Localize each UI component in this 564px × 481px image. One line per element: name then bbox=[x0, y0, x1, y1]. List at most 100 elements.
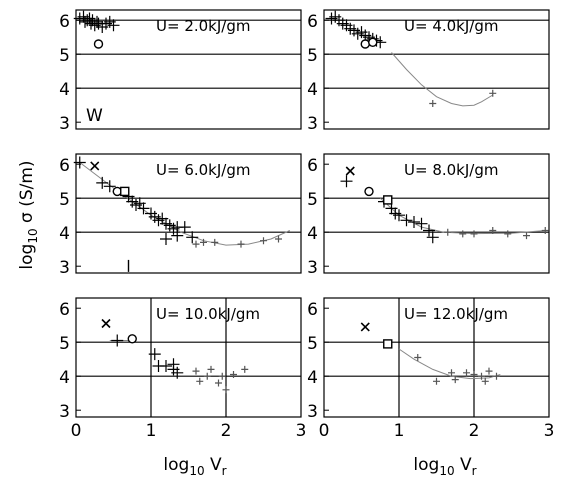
data-point-plus-large bbox=[103, 15, 116, 28]
data-point-plus-small bbox=[541, 227, 549, 234]
y-tick-label: 4 bbox=[59, 224, 70, 244]
data-point-plus-small bbox=[207, 365, 215, 373]
data-point-plus-large bbox=[148, 348, 161, 361]
y-tick-label: 5 bbox=[59, 190, 70, 210]
x-tick-label: 3 bbox=[296, 421, 307, 441]
y-tick-label: 6 bbox=[59, 300, 70, 320]
data-point-plus-large bbox=[426, 231, 439, 244]
panel-title: U= 8.0kJ/gm bbox=[404, 161, 498, 179]
y-tick-label: 3 bbox=[307, 258, 318, 278]
y-tick-label: 6 bbox=[59, 12, 70, 32]
data-point-plus-small bbox=[523, 232, 530, 240]
panel-title: U= 4.0kJ/gm bbox=[404, 17, 498, 35]
data-point-plus-small bbox=[463, 369, 470, 377]
panel-top-right: 3 4 5 6 U= 4.0kJ/gm bbox=[307, 9, 550, 134]
data-point-square bbox=[383, 195, 393, 205]
data-point-x bbox=[101, 318, 111, 329]
data-point-plus-large bbox=[91, 15, 103, 28]
data-point-plus-small bbox=[192, 240, 200, 248]
data-point-square bbox=[120, 186, 130, 197]
y-tick-label: 3 bbox=[59, 114, 70, 134]
panel-frame bbox=[323, 153, 550, 274]
panel-frame bbox=[75, 297, 302, 418]
panel-middle-left: 3 4 5 6 U= 6.0kJ/gm bbox=[59, 153, 302, 278]
data-point-plus-large bbox=[83, 12, 96, 25]
data-point-plus-small bbox=[215, 379, 222, 387]
data-point-square bbox=[383, 339, 393, 349]
data-point-plus-large bbox=[96, 176, 109, 189]
panel-title: U= 6.0kJ/gm bbox=[156, 161, 250, 179]
data-point-plus-small bbox=[241, 365, 249, 373]
data-point-plus-small bbox=[448, 369, 455, 377]
y-tick-label: 4 bbox=[307, 224, 318, 244]
y-tick-label: 3 bbox=[307, 402, 318, 422]
panel-title: U= 10.0kJ/gm bbox=[156, 305, 260, 323]
data-point-plus-large bbox=[167, 363, 180, 376]
data-point-circle bbox=[127, 334, 137, 344]
data-point-plus-small bbox=[481, 377, 489, 385]
data-point-circle bbox=[364, 186, 374, 197]
data-point-plus-large bbox=[423, 224, 435, 237]
fit-curve bbox=[391, 52, 494, 107]
data-point-plus-small bbox=[489, 227, 497, 234]
panel-frame bbox=[323, 9, 550, 130]
panel-middle-right: 3 4 5 6 U= 8.0kJ/gm bbox=[307, 153, 550, 278]
x-tick-label: 2 bbox=[221, 421, 232, 441]
data-point-plus-small bbox=[485, 367, 493, 375]
y-tick-label: 6 bbox=[307, 300, 318, 320]
x-tick-label: 2 bbox=[469, 421, 480, 441]
data-point-plus-large bbox=[111, 334, 124, 347]
data-point-plus-large bbox=[160, 360, 172, 372]
data-point-plus-small bbox=[203, 372, 211, 380]
data-point-plus-small bbox=[429, 100, 437, 107]
panel-bottom-left: 3 4 5 6 0 1 2 3 U= 10.0kJ/gm bbox=[59, 297, 307, 441]
data-point-plus-small bbox=[489, 89, 497, 97]
data-point-plus-large bbox=[393, 209, 405, 222]
panel-frame bbox=[323, 297, 550, 418]
fit-curve bbox=[398, 348, 501, 380]
y-tick-label: 3 bbox=[307, 114, 318, 134]
data-point-plus-large bbox=[160, 233, 172, 245]
y-tick-label: 4 bbox=[307, 80, 318, 100]
panel-bottom-right: 3 4 5 6 0 1 2 3 U= 12.0kJ/gm bbox=[307, 297, 555, 441]
data-point-plus-small bbox=[196, 377, 204, 385]
x-tick-label: 0 bbox=[71, 421, 82, 441]
data-point-plus-small bbox=[192, 367, 200, 375]
data-point-plus-small bbox=[414, 354, 422, 361]
panel-title: U= 12.0kJ/gm bbox=[404, 305, 508, 323]
x-axis-label-right: log10 Vr bbox=[413, 455, 476, 478]
data-point-plus-small bbox=[433, 377, 440, 385]
y-tick-label: 4 bbox=[59, 368, 70, 388]
fit-curve bbox=[379, 197, 546, 235]
data-point-plus-small bbox=[470, 230, 478, 238]
x-tick-label: 3 bbox=[544, 421, 555, 441]
panel-corner-label: W bbox=[86, 106, 103, 126]
y-tick-label: 5 bbox=[307, 190, 318, 210]
data-point-plus-small bbox=[200, 238, 207, 246]
data-point-plus-small bbox=[444, 228, 452, 236]
data-point-plus-large bbox=[73, 156, 86, 169]
data-point-x bbox=[90, 161, 100, 171]
data-point-plus-large bbox=[178, 221, 191, 234]
data-point-plus-large bbox=[415, 217, 428, 230]
y-tick-label: 5 bbox=[307, 46, 318, 66]
data-point-plus-small bbox=[260, 237, 267, 245]
x-tick-label: 0 bbox=[319, 421, 330, 441]
y-tick-label: 4 bbox=[59, 80, 70, 100]
data-point-plus-small bbox=[237, 240, 245, 248]
y-axis-label: log10 σ (S/m) bbox=[17, 160, 40, 269]
data-point-plus-small bbox=[222, 386, 230, 394]
data-point-plus-large bbox=[103, 180, 116, 193]
data-point-circle bbox=[360, 39, 370, 49]
panel-frame bbox=[75, 9, 302, 130]
data-point-plus-large bbox=[340, 175, 353, 188]
data-point-plus-small bbox=[470, 371, 478, 378]
data-point-plus-large bbox=[400, 214, 413, 227]
data-point-circle bbox=[93, 39, 104, 49]
data-point-plus-small bbox=[451, 376, 459, 384]
y-tick-label: 6 bbox=[59, 156, 70, 176]
panel-top-left: 3 4 5 6 U= 2.0kJ/gm W bbox=[59, 9, 302, 134]
data-point-plus-small bbox=[211, 238, 219, 246]
